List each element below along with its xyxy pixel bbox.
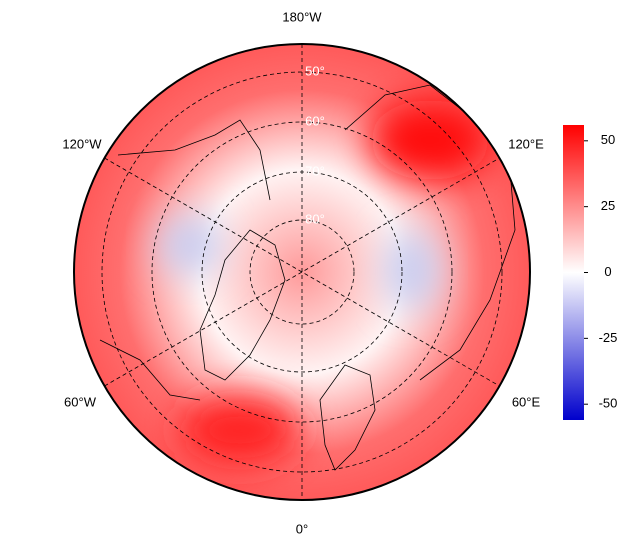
graticule	[101, 44, 503, 500]
lat-label: 60°	[305, 113, 325, 128]
lat-label: 80°	[305, 211, 325, 226]
colorbar-tick-label: -50	[599, 396, 618, 411]
lon-label: 120°W	[62, 136, 102, 151]
lon-label: 180°W	[282, 9, 322, 24]
lon-label: 120°E	[508, 136, 544, 151]
colorbar-tick-label: 25	[601, 198, 615, 213]
colorbar-tick-label: 50	[601, 132, 615, 147]
colorbar-tick-label: 0	[604, 264, 611, 279]
colorbar-tick-label: -25	[599, 330, 618, 345]
field	[74, 44, 530, 500]
lon-label: 60°E	[512, 394, 541, 409]
lat-label: 50°	[305, 63, 325, 78]
colorbar	[563, 125, 584, 420]
map-border	[73, 43, 531, 501]
lon-label: 0°	[296, 521, 308, 536]
lat-label: 70°	[305, 163, 325, 178]
lon-label: 60°W	[64, 394, 97, 409]
